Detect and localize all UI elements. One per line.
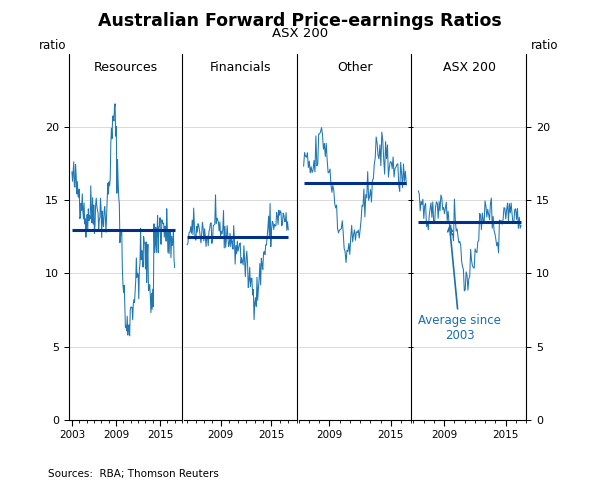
Text: Financials: Financials [209, 61, 271, 74]
Text: ASX 200: ASX 200 [272, 27, 328, 40]
Text: ratio: ratio [531, 39, 559, 52]
Text: Other: Other [337, 61, 373, 74]
Text: Sources:  RBA; Thomson Reuters: Sources: RBA; Thomson Reuters [48, 469, 219, 479]
Text: Resources: Resources [94, 61, 158, 74]
Text: Australian Forward Price-earnings Ratios: Australian Forward Price-earnings Ratios [98, 12, 502, 30]
Text: Average since
2003: Average since 2003 [418, 227, 501, 342]
Text: ASX 200: ASX 200 [443, 61, 496, 74]
Text: ratio: ratio [38, 39, 66, 52]
